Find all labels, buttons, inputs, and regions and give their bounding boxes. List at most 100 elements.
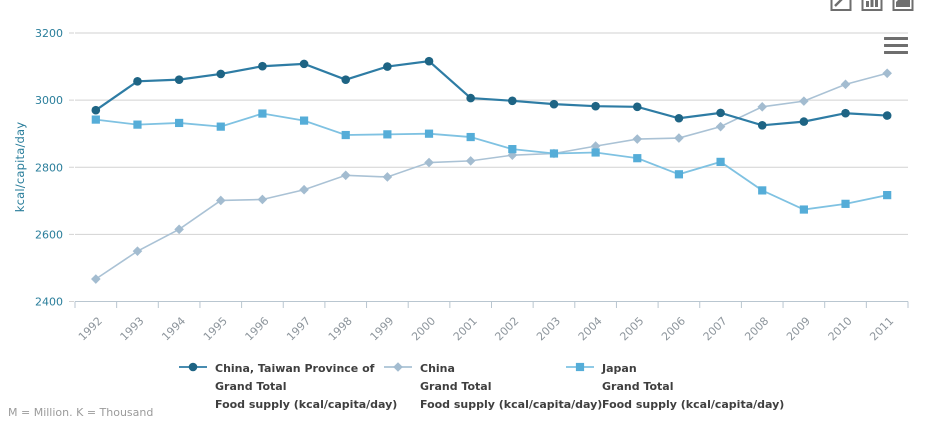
x-tick-label: 1998 xyxy=(326,314,355,343)
hamburger-menu-icon[interactable] xyxy=(884,37,908,54)
data-point[interactable] xyxy=(424,129,434,138)
data-point[interactable] xyxy=(216,69,226,79)
data-point[interactable] xyxy=(840,79,851,90)
data-point[interactable] xyxy=(716,108,725,118)
data-point[interactable] xyxy=(757,120,767,130)
data-point[interactable] xyxy=(841,199,850,208)
legend-series-measure: Food supply (kcal/capita/day) xyxy=(215,398,398,411)
x-tick-label: 2003 xyxy=(534,314,563,343)
data-point[interactable] xyxy=(424,56,434,66)
data-point[interactable] xyxy=(549,99,559,109)
chart-type-toolbar xyxy=(830,0,914,12)
legend-marker-diamond xyxy=(384,362,412,372)
data-point[interactable] xyxy=(175,118,184,128)
data-point[interactable] xyxy=(633,154,642,163)
area-chart-icon[interactable] xyxy=(892,0,914,12)
data-point[interactable] xyxy=(424,157,434,168)
data-point[interactable] xyxy=(466,132,475,142)
legend-series-name: China, Taiwan Province of xyxy=(215,362,375,375)
data-point[interactable] xyxy=(590,141,601,151)
series-line xyxy=(95,112,888,211)
data-point[interactable] xyxy=(591,148,600,157)
data-point[interactable] xyxy=(632,102,642,112)
x-tick-label: 2007 xyxy=(701,314,730,343)
x-tick-label: 2006 xyxy=(659,314,688,343)
data-point[interactable] xyxy=(133,120,142,129)
data-point[interactable] xyxy=(340,170,351,181)
data-point[interactable] xyxy=(466,93,475,103)
x-tick-label: 1995 xyxy=(201,314,230,343)
series-line xyxy=(95,72,888,280)
data-point[interactable] xyxy=(258,109,267,118)
x-tick-label: 2000 xyxy=(409,314,438,343)
data-point[interactable] xyxy=(841,108,850,118)
bar-chart-icon[interactable] xyxy=(861,0,883,12)
data-point[interactable] xyxy=(258,61,267,71)
legend-item-china[interactable]: China Grand Total Food supply (kcal/capi… xyxy=(383,360,602,414)
series-line xyxy=(95,60,888,127)
data-point[interactable] xyxy=(883,191,892,200)
legend-series-measure: Food supply (kcal/capita/day) xyxy=(420,398,603,411)
data-point[interactable] xyxy=(715,121,726,132)
data-point[interactable] xyxy=(216,122,225,131)
line-chart-icon[interactable] xyxy=(830,0,852,12)
data-point[interactable] xyxy=(382,172,393,182)
legend-item-japan[interactable]: Japan Grand Total Food supply (kcal/capi… xyxy=(565,360,784,414)
data-point[interactable] xyxy=(758,186,767,195)
data-point[interactable] xyxy=(257,194,268,205)
line-chart: 2400 2600 2800 3000 3200 1992 1993 1994 1995 1996… xyxy=(35,27,909,343)
data-point[interactable] xyxy=(341,130,350,140)
data-point[interactable] xyxy=(799,205,808,214)
x-tick-label: 2010 xyxy=(826,314,855,343)
series-china xyxy=(91,68,892,284)
data-point[interactable] xyxy=(508,96,517,106)
legend-item-china-taiwan[interactable]: China, Taiwan Province of Grand Total Fo… xyxy=(178,360,397,414)
x-tick-label: 1993 xyxy=(118,314,147,343)
data-point[interactable] xyxy=(549,149,559,158)
data-point[interactable] xyxy=(882,111,892,120)
data-point[interactable] xyxy=(465,156,476,166)
data-point[interactable] xyxy=(174,224,184,235)
data-point[interactable] xyxy=(674,113,684,123)
data-point[interactable] xyxy=(341,75,351,84)
data-point[interactable] xyxy=(716,157,725,166)
y-tick-label: 2600 xyxy=(35,228,63,241)
legend-series-measure: Food supply (kcal/capita/day) xyxy=(602,398,785,411)
y-tick-label: 2800 xyxy=(35,161,63,174)
x-tick-label: 2008 xyxy=(742,314,771,343)
legend-series-subtitle: Grand Total xyxy=(602,380,674,393)
data-point[interactable] xyxy=(132,246,143,256)
data-point[interactable] xyxy=(799,96,809,106)
data-point[interactable] xyxy=(174,75,184,84)
data-point[interactable] xyxy=(299,116,309,125)
data-point[interactable] xyxy=(508,145,517,154)
units-footnote: M = Million. K = Thousand xyxy=(8,406,154,419)
data-point[interactable] xyxy=(215,195,226,206)
data-point[interactable] xyxy=(591,101,600,111)
x-tick-label: 2001 xyxy=(451,314,480,343)
data-point[interactable] xyxy=(882,68,892,79)
data-point[interactable] xyxy=(299,184,309,195)
x-tick-label: 1997 xyxy=(284,314,313,343)
series-japan xyxy=(91,109,892,214)
data-point[interactable] xyxy=(299,59,309,69)
data-point[interactable] xyxy=(632,134,643,144)
chart-legend: China, Taiwan Province of Grand Total Fo… xyxy=(0,360,930,420)
data-point[interactable] xyxy=(91,105,101,115)
data-point[interactable] xyxy=(674,133,684,143)
data-point[interactable] xyxy=(383,62,392,71)
data-point[interactable] xyxy=(383,130,392,139)
data-point[interactable] xyxy=(91,274,101,284)
x-tick-label: 2011 xyxy=(867,314,896,343)
data-point[interactable] xyxy=(91,115,100,124)
data-point[interactable] xyxy=(757,102,768,112)
y-tick-label: 2400 xyxy=(35,296,63,309)
data-point[interactable] xyxy=(674,170,684,179)
series-china-taiwan-province-of xyxy=(91,56,892,130)
y-tick-label: 3000 xyxy=(35,94,63,107)
x-tick-label: 1994 xyxy=(159,314,188,343)
data-point[interactable] xyxy=(799,117,809,126)
data-point[interactable] xyxy=(133,77,142,86)
legend-series-name: China xyxy=(420,362,455,375)
